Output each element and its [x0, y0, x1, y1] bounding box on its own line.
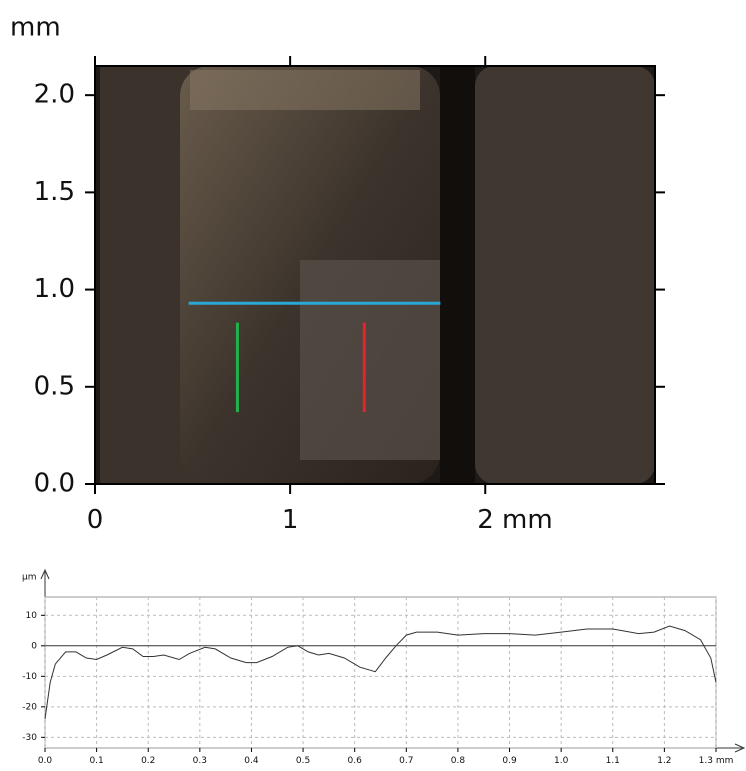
y-tick-label: 0 — [31, 641, 37, 651]
x-tick-label: 1 — [282, 505, 299, 535]
x-tick-label: 1.0 — [554, 756, 569, 766]
y-axis-label: mm — [10, 13, 61, 43]
y-axis-label: µm — [22, 573, 37, 583]
x-tick-label: 0.5 — [296, 756, 310, 766]
x-tick-label: 0 — [87, 505, 104, 535]
x-tick-label: 0.9 — [502, 756, 517, 766]
x-tick-label: 2 mm — [477, 505, 552, 535]
x-tick-label: 0.3 — [193, 756, 207, 766]
x-tick-label: 1.1 — [606, 756, 620, 766]
y-tick-label: 0.0 — [34, 469, 75, 499]
y-tick-label: -20 — [22, 702, 37, 712]
x-tick-label: 0.6 — [348, 756, 363, 766]
y-tick-label: 2.0 — [34, 80, 75, 110]
y-tick-label: 10 — [26, 611, 38, 621]
y-tick-label: 0.5 — [34, 371, 75, 401]
y-tick-label: 1.0 — [34, 274, 75, 304]
y-tick-label: -30 — [22, 733, 37, 743]
x-tick-label: 0.8 — [451, 756, 466, 766]
y-tick-label: 1.5 — [34, 177, 75, 207]
y-arrow — [40, 568, 50, 580]
x-tick-label: 0.1 — [89, 756, 103, 766]
profile-line — [44, 625, 717, 720]
x-tick-label: 0.2 — [141, 756, 155, 766]
x-tick-label: 1.2 — [657, 756, 671, 766]
micrograph — [95, 66, 655, 484]
x-tick-label: 0.4 — [244, 756, 259, 766]
x-tick-label: 1.3 mm — [699, 756, 734, 766]
y-tick-label: -10 — [22, 672, 37, 682]
x-tick-label: 0.7 — [399, 756, 413, 766]
plot-frame — [44, 596, 717, 749]
x-arrow — [734, 743, 746, 753]
plot-frame — [94, 65, 656, 485]
x-tick-label: 0.0 — [38, 756, 53, 766]
